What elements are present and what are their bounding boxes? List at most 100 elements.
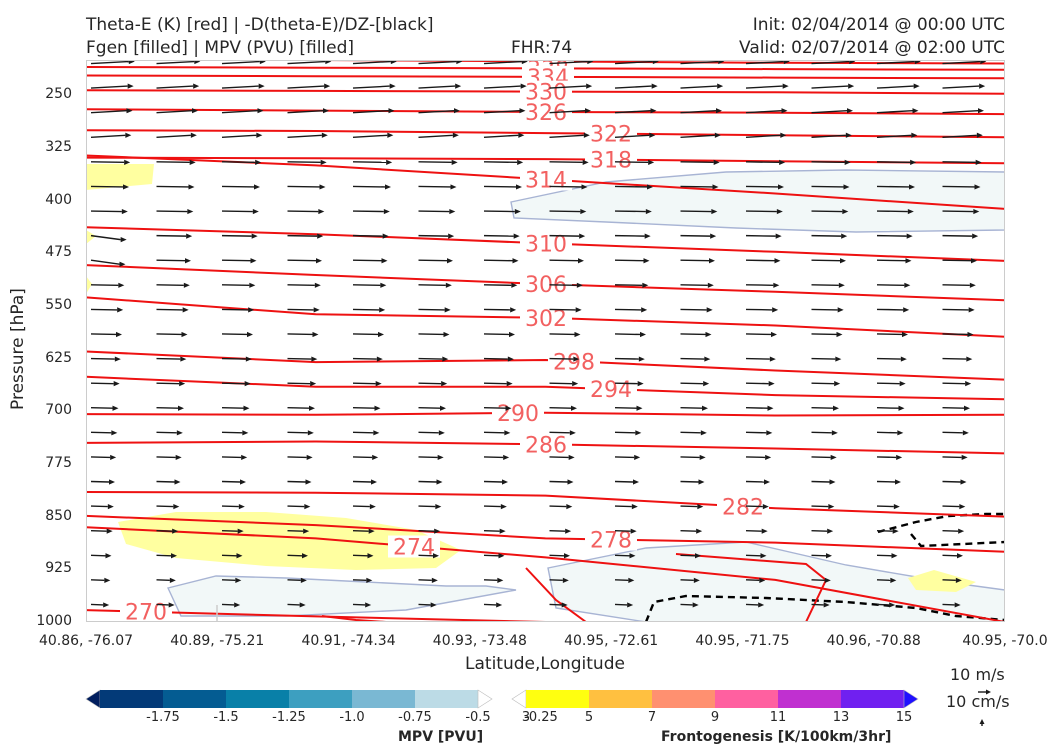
- theta-e-contour: [86, 156, 1005, 165]
- wind-vector: [942, 185, 975, 188]
- wind-arrowhead: [980, 60, 987, 65]
- wind-vector: [549, 333, 575, 336]
- y-tick-label: 1000: [36, 613, 72, 629]
- wind-vector: [352, 185, 386, 188]
- wind-arrowhead: [321, 132, 328, 138]
- wind-vector: [352, 109, 389, 114]
- theta-e-contour: [675, 553, 828, 622]
- wind-vector: [745, 456, 766, 459]
- wind-arrowhead: [318, 208, 325, 215]
- wind-vector: [549, 134, 584, 138]
- wind-vector: [876, 284, 905, 286]
- wind-arrowhead: [507, 356, 514, 362]
- theta-e-contour: [86, 526, 1005, 622]
- wind-vector: [811, 333, 837, 336]
- wind-vector: [876, 60, 915, 65]
- wind-vector: [156, 259, 186, 262]
- fgen-colorbar-tick-label: 13: [832, 710, 850, 725]
- wind-vector: [156, 357, 181, 360]
- wind-vector: [549, 234, 580, 237]
- wind-vector: [221, 109, 258, 114]
- wind-arrowhead: [430, 602, 437, 608]
- wind-arrowhead: [252, 208, 259, 215]
- wind-vector: [942, 382, 966, 385]
- wind-vector: [352, 357, 377, 360]
- wind-arrowhead: [572, 381, 579, 387]
- wind-arrowhead: [586, 83, 593, 89]
- wind-arrowhead: [781, 108, 788, 114]
- fgen-colorbar-segment: [715, 690, 779, 708]
- plot-area: 3423383343303263223183143103063022982942…: [86, 60, 1005, 622]
- wind-vector: [745, 407, 768, 409]
- wind-arrowhead: [778, 184, 784, 190]
- wind-vector: [614, 431, 636, 434]
- wind-arrowhead: [841, 233, 848, 239]
- x-tick-label: 40.95, -71.75: [695, 633, 790, 649]
- wind-arrowhead: [325, 60, 332, 65]
- wind-vector: [90, 357, 115, 360]
- wind-arrowhead: [845, 132, 852, 138]
- wind-vector: [418, 60, 457, 65]
- wind-vector: [90, 60, 129, 65]
- wind-arrowhead: [116, 331, 122, 338]
- wind-arrowhead: [503, 454, 510, 461]
- wind-vector: [287, 529, 304, 532]
- wind-arrowhead: [693, 577, 700, 583]
- wind-vector: [614, 579, 629, 582]
- wind-vector: [942, 134, 977, 138]
- theta-e-contour: [86, 514, 1005, 553]
- wind-arrowhead: [774, 258, 781, 264]
- wind-arrowhead: [380, 282, 387, 288]
- wind-vector: [221, 185, 255, 188]
- wind-vector: [221, 529, 238, 532]
- wind-vector: [483, 529, 500, 532]
- wind-vector: [90, 161, 125, 164]
- wind-arrowhead: [320, 159, 327, 165]
- wind-vector: [680, 554, 696, 557]
- wind-arrowhead: [255, 159, 262, 165]
- wind-arrowhead: [317, 233, 324, 239]
- wind-arrowhead: [442, 356, 449, 362]
- wind-arrowhead: [712, 184, 719, 190]
- wind-vector: [418, 382, 442, 385]
- wind-vector: [221, 407, 244, 409]
- fgen-colorbar-tick-label: 5: [584, 710, 594, 725]
- wind-arrowhead: [717, 83, 724, 89]
- wind-arrowhead: [303, 528, 310, 534]
- wind-arrowhead: [316, 258, 322, 264]
- wind-arrowhead: [168, 602, 175, 608]
- title-line-2: Fgen [filled] | MPV (PVU) [filled]: [86, 38, 355, 58]
- fgen-colorbar-tick-label: 9: [710, 710, 720, 725]
- wind-vector: [418, 85, 456, 89]
- wind-vector: [221, 259, 251, 262]
- wind-vector: [287, 284, 315, 286]
- wind-arrowhead: [771, 331, 777, 338]
- wind-vector: [811, 480, 830, 483]
- wind-arrowhead: [627, 602, 634, 608]
- wind-arrowhead: [964, 405, 970, 411]
- wind-arrowhead: [709, 258, 715, 264]
- wind-arrowhead: [898, 405, 905, 411]
- wind-vector: [352, 60, 391, 65]
- wind-vector: [745, 333, 772, 336]
- wind-arrowhead: [506, 381, 513, 387]
- wind-arrowhead: [452, 132, 459, 138]
- stability-contour: [644, 594, 1005, 622]
- wind-arrowhead: [642, 282, 649, 288]
- wind-vector: [549, 480, 568, 483]
- wind-arrowhead: [500, 503, 507, 510]
- wind-vector: [483, 333, 510, 336]
- wind-vector: [483, 431, 505, 434]
- wind-arrowhead: [957, 553, 963, 559]
- wind-arrowhead: [696, 528, 703, 534]
- y-tick-label: 475: [45, 244, 72, 261]
- wind-vector: [745, 284, 774, 286]
- wind-vector: [745, 109, 782, 114]
- wind-vector: [90, 456, 111, 459]
- wind-arrowhead: [187, 208, 194, 215]
- wind-arrowhead: [105, 553, 112, 559]
- wind-vector: [287, 480, 306, 483]
- wind-vector: [614, 308, 642, 311]
- wind-arrowhead: [582, 159, 589, 165]
